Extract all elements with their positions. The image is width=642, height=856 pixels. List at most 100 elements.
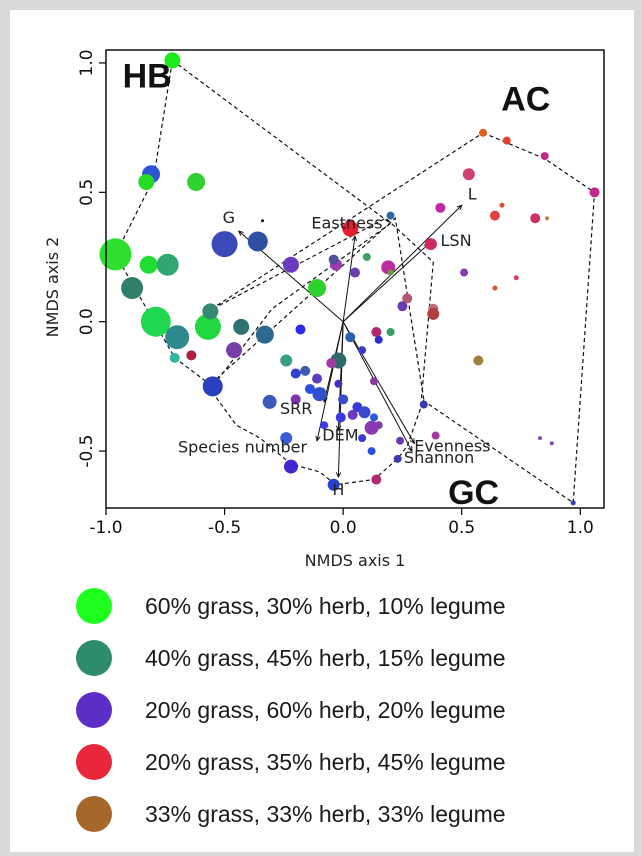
data-point — [186, 350, 197, 361]
vector-label: Evenness — [414, 436, 490, 455]
data-point — [280, 354, 293, 367]
data-point — [502, 136, 511, 145]
data-point — [492, 285, 498, 291]
data-point — [247, 231, 268, 252]
data-point — [570, 500, 576, 506]
data-point — [202, 376, 223, 397]
data-point — [312, 387, 327, 402]
data-point — [513, 275, 519, 281]
data-point — [320, 421, 329, 430]
data-point — [326, 358, 337, 369]
data-point — [387, 269, 394, 276]
data-point — [283, 459, 298, 474]
figure-panel: L LSN Eastness G SRR DEM Species number Evennes… — [10, 10, 634, 852]
data-point — [290, 368, 301, 379]
data-point — [431, 431, 440, 440]
data-point — [537, 436, 542, 441]
legend-label: 20% grass, 35% herb, 45% legume — [145, 748, 506, 775]
x-tick-label: 1.0 — [567, 518, 594, 538]
data-point — [473, 355, 484, 366]
data-point — [169, 352, 180, 363]
data-point — [424, 238, 437, 251]
legend-label: 40% grass, 45% herb, 15% legume — [145, 644, 506, 671]
data-point — [364, 420, 379, 435]
data-point — [328, 254, 339, 265]
data-point — [327, 478, 340, 491]
y-tick-label: -0.5 — [77, 434, 97, 467]
data-point — [295, 324, 306, 335]
data-point — [479, 128, 488, 137]
vector-arrowhead — [335, 472, 342, 479]
vector-label: Species number — [178, 438, 308, 457]
data-point — [489, 210, 500, 221]
hull-gc — [207, 217, 425, 486]
plot-border — [105, 49, 605, 509]
vector-line — [316, 321, 344, 441]
data-point — [282, 256, 299, 273]
data-point — [427, 307, 440, 320]
data-point — [347, 409, 358, 420]
data-point — [397, 301, 408, 312]
vector-label: DEM — [322, 425, 358, 444]
data-point — [358, 406, 371, 419]
data-point — [312, 373, 323, 384]
vector-arrowhead — [351, 235, 358, 242]
vector-line — [342, 243, 429, 323]
vector-arrowhead — [409, 438, 415, 445]
data-point — [194, 313, 221, 340]
data-point — [138, 173, 155, 190]
legend-swatch — [76, 640, 112, 676]
data-point — [187, 172, 206, 191]
point-layer — [99, 52, 600, 506]
legend-item: 20% grass, 35% herb, 45% legume — [76, 740, 506, 784]
y-tick-label: 0.5 — [77, 179, 97, 206]
data-point — [99, 238, 132, 271]
data-point — [342, 220, 359, 237]
data-point — [255, 325, 274, 344]
data-point — [549, 441, 554, 446]
data-point — [140, 306, 171, 337]
data-point — [304, 383, 315, 394]
legend-item: 60% grass, 30% herb, 10% legume — [76, 584, 506, 628]
vector-label: SRR — [280, 399, 312, 418]
vector-line — [342, 321, 413, 452]
group-label-gc: GC — [448, 474, 499, 512]
vector-line — [342, 321, 415, 444]
legend-swatch — [76, 796, 112, 832]
vector-layer — [237, 204, 463, 479]
vector-label: G — [223, 208, 235, 227]
hull-ac — [207, 132, 596, 504]
data-point — [261, 219, 265, 223]
legend-label: 33% grass, 33% herb, 33% legume — [145, 800, 506, 827]
legend-item: 33% grass, 33% herb, 33% legume — [76, 792, 506, 836]
data-point — [460, 268, 469, 277]
legend-item: 40% grass, 45% herb, 15% legume — [76, 636, 506, 680]
data-point — [419, 400, 428, 409]
vector-line — [342, 236, 356, 322]
data-point — [530, 213, 541, 224]
x-tick-label: 0.0 — [330, 518, 357, 538]
vector-label: Eastness — [311, 213, 382, 232]
data-point — [369, 377, 378, 386]
data-point — [589, 187, 600, 198]
data-point — [540, 152, 549, 161]
y-tick-label: 0.0 — [77, 308, 97, 335]
data-point — [226, 342, 243, 359]
data-point — [374, 335, 383, 344]
hull-layer — [114, 59, 596, 504]
data-point — [345, 332, 356, 343]
data-point — [462, 168, 475, 181]
y-tick-label: 1.0 — [77, 49, 97, 76]
data-point — [121, 277, 144, 300]
x-axis-title: NMDS axis 1 — [305, 551, 406, 570]
text-layer: L LSN Eastness G SRR DEM Species number Evennes… — [43, 49, 594, 570]
data-point — [202, 303, 219, 320]
vector-label: Shannon — [404, 448, 474, 467]
data-point — [164, 52, 181, 69]
data-point — [165, 325, 190, 350]
data-point — [334, 379, 343, 388]
vector-label: L — [468, 184, 477, 203]
data-point — [393, 454, 402, 463]
data-point — [300, 365, 311, 376]
data-point — [211, 231, 238, 258]
